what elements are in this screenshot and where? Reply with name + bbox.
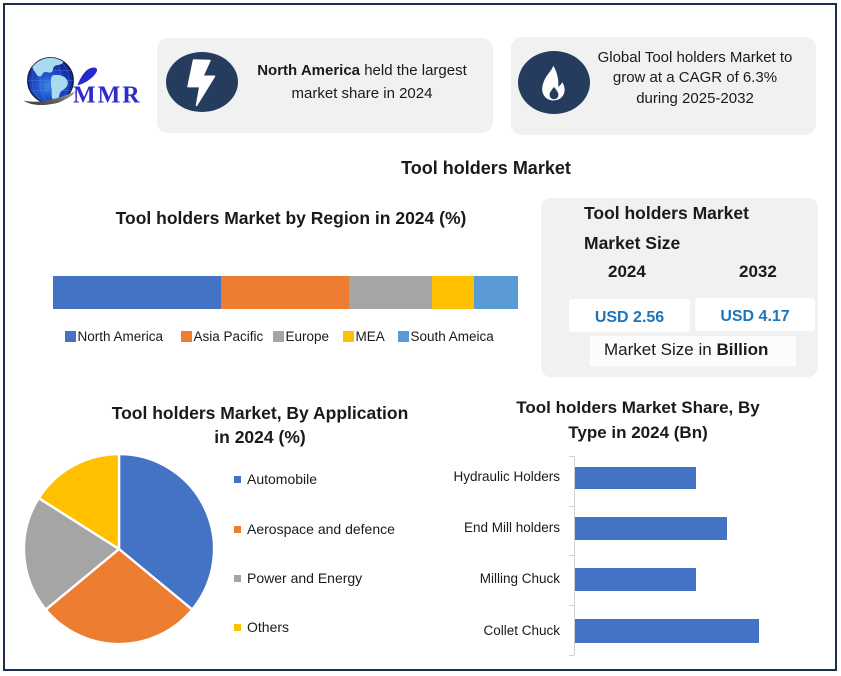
svg-text:MMR: MMR <box>73 83 142 109</box>
